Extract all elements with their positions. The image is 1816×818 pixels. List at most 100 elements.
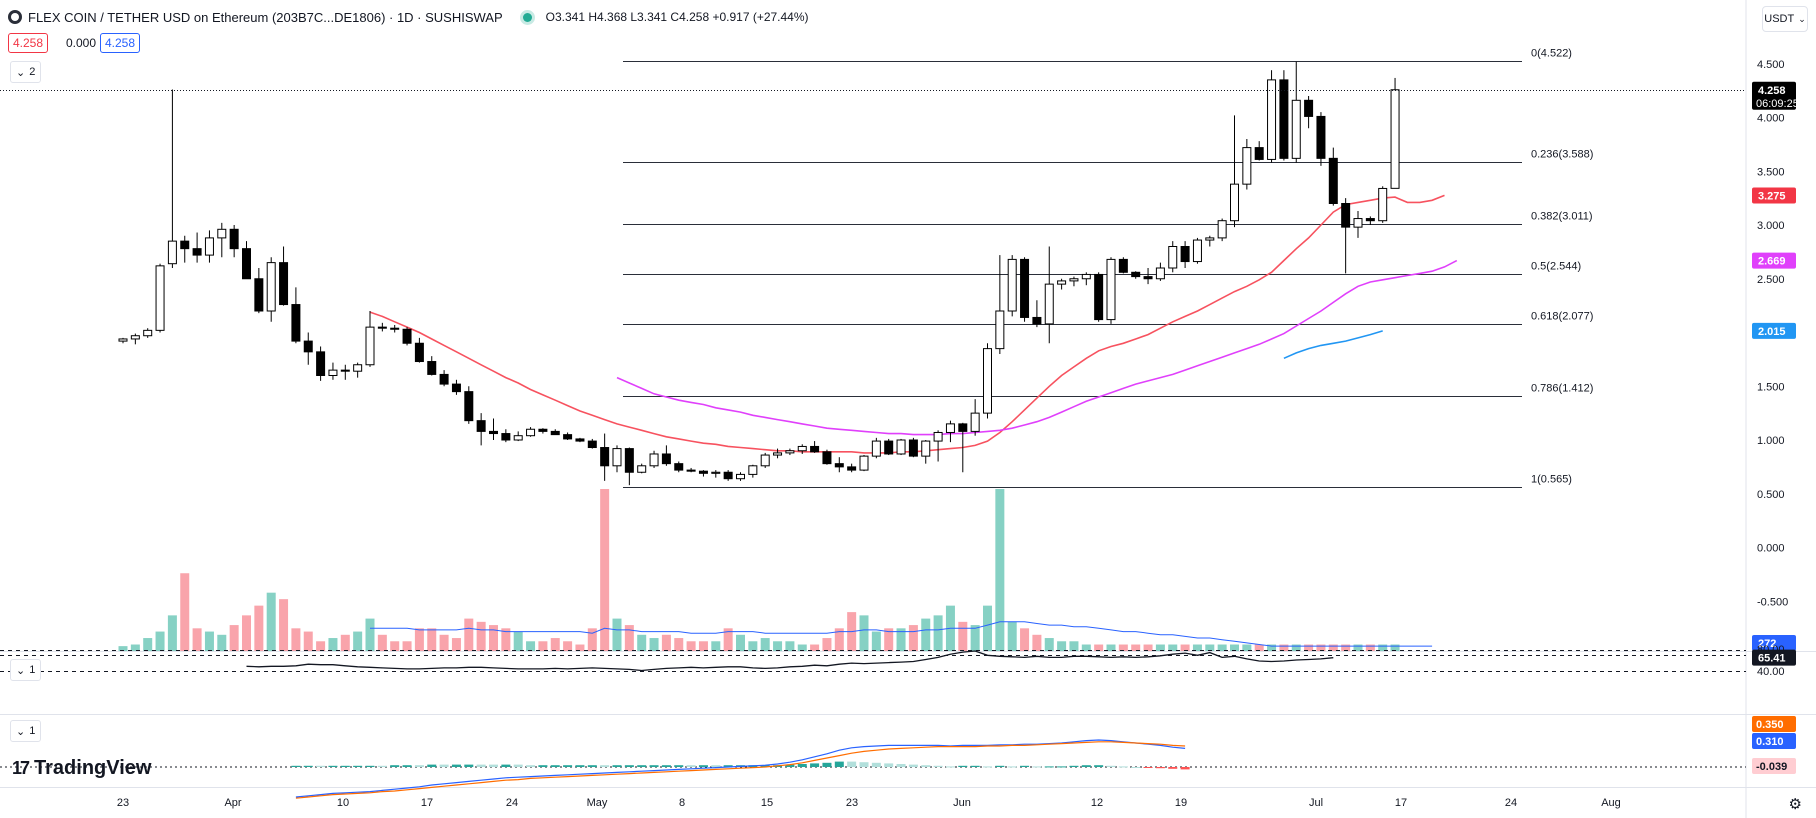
time-tick-label: 17 <box>421 797 433 809</box>
candle-body <box>1106 258 1116 321</box>
candle-body <box>1168 246 1178 269</box>
candle-body <box>736 473 745 480</box>
candle-body <box>192 248 202 256</box>
volume-bar <box>266 592 276 651</box>
ohlc-values: O3.341 H4.368 L3.341 C4.258 +0.917 (+27.… <box>545 10 809 24</box>
volume-bar <box>983 605 992 651</box>
candle-body <box>1131 271 1141 278</box>
candle-body <box>143 329 153 337</box>
price-label-countdown: 06:09:25 <box>1756 98 1799 110</box>
volume-bar <box>476 621 486 651</box>
volume-bar <box>921 618 931 651</box>
price-tick-label: 4.500 <box>1757 59 1785 71</box>
volume-bar <box>192 628 202 651</box>
volume-bar <box>217 634 227 651</box>
candle-body <box>526 428 536 437</box>
volume-bar <box>637 634 647 651</box>
macd-histogram-bar <box>995 765 1005 767</box>
macd-histogram-bar <box>316 765 326 767</box>
volume-bar <box>390 641 400 651</box>
macd-histogram-bar <box>686 765 696 767</box>
macd-histogram-bar <box>340 765 350 767</box>
time-tick-label: 10 <box>337 797 349 809</box>
macd-histogram-bar <box>464 764 474 767</box>
rsi-tick-label: 40.00 <box>1757 666 1785 678</box>
candle-body <box>797 445 807 452</box>
rsi-pane-label: 1 <box>29 664 36 676</box>
volume-bar <box>229 625 239 651</box>
macd-histogram-bar <box>637 765 647 767</box>
macd-histogram-bar <box>587 765 597 767</box>
volume-bar <box>686 641 696 651</box>
candlestick-series <box>118 61 1400 486</box>
candle-body <box>1304 99 1314 117</box>
candle-body <box>451 383 461 393</box>
symbol-title[interactable]: FLEX COIN / TETHER USD on Ethereum (203B… <box>28 9 503 25</box>
volume-bar <box>1118 644 1128 651</box>
volume-bar <box>414 628 424 651</box>
volume-bar <box>1279 644 1289 651</box>
volume-bar <box>661 634 671 651</box>
macd-histogram-bar <box>1032 766 1042 768</box>
candle-body <box>303 340 313 353</box>
gear-icon[interactable]: ⚙ <box>1788 796 1802 813</box>
candle-body <box>674 463 684 471</box>
volume-bar <box>797 644 807 651</box>
price-label-value: 4.258 <box>1758 85 1786 97</box>
volume-bar <box>810 644 820 651</box>
candle-body <box>439 373 449 385</box>
candle-body <box>180 240 190 250</box>
volume-bar <box>242 615 251 651</box>
fibonacci-retracement[interactable]: 0(4.522) 0.236(3.588) 0.382(3.011) 0.5(2.54… <box>623 48 1593 488</box>
volume-bar <box>649 638 659 651</box>
macd-histogram-bar <box>1057 766 1067 768</box>
candle-body <box>1081 273 1091 280</box>
macd-histogram-bar <box>390 765 400 767</box>
time-tick-label: Jun <box>953 797 971 809</box>
candle-body <box>118 338 128 342</box>
chevron-down-icon: ⌄ <box>16 664 26 677</box>
candle-body <box>550 430 560 436</box>
candle-body <box>1143 276 1153 280</box>
rsi-collapse-button[interactable]: ⌄ 1 <box>10 659 42 681</box>
buy-price-box[interactable]: 4.258 <box>100 33 141 53</box>
candle-body <box>513 435 523 441</box>
ma-blue-line <box>1283 330 1383 360</box>
time-axis[interactable]: 23 Apr 10 17 24 May 8 15 23 Jun 12 19 Jul 17 24 Aug <box>117 797 1621 809</box>
candle-body <box>1205 237 1215 241</box>
sell-price-box[interactable]: 4.258 <box>8 33 49 53</box>
volume-bar <box>439 634 449 651</box>
volume-bar <box>291 628 301 651</box>
volume-bar <box>1217 644 1227 651</box>
chevron-down-icon: ⌄ <box>16 725 26 738</box>
volume-bar <box>587 628 597 651</box>
candle-body <box>723 471 733 480</box>
macd-histogram-bar <box>723 765 733 767</box>
candle-body <box>1267 79 1277 160</box>
candle-body <box>1254 147 1264 160</box>
currency-selector[interactable]: USDT ⌄ <box>1762 6 1808 32</box>
macd-collapse-button[interactable]: ⌄ 1 <box>10 720 42 742</box>
volume-bar <box>1291 644 1301 651</box>
indicators-collapse-button[interactable]: ⌄ 2 <box>10 61 42 83</box>
candle-body <box>1057 280 1067 285</box>
candle-body <box>1118 258 1128 273</box>
tradingview-logo[interactable]: 17 TradingView <box>12 757 151 780</box>
candle-body <box>242 248 251 280</box>
candle-body <box>1328 157 1338 205</box>
candle-body <box>489 430 498 435</box>
volume-bar <box>130 644 140 651</box>
volume-bar <box>674 638 684 651</box>
candle-body <box>229 228 239 250</box>
volume-bar <box>575 644 585 651</box>
volume-bar <box>1044 638 1054 651</box>
macd-value-label: -0.039 <box>1756 761 1787 773</box>
price-label-box <box>1752 322 1796 339</box>
candle-body <box>402 328 412 344</box>
macd-histogram-bar <box>451 764 461 767</box>
candle-body <box>785 450 795 454</box>
candle-body <box>476 420 486 432</box>
